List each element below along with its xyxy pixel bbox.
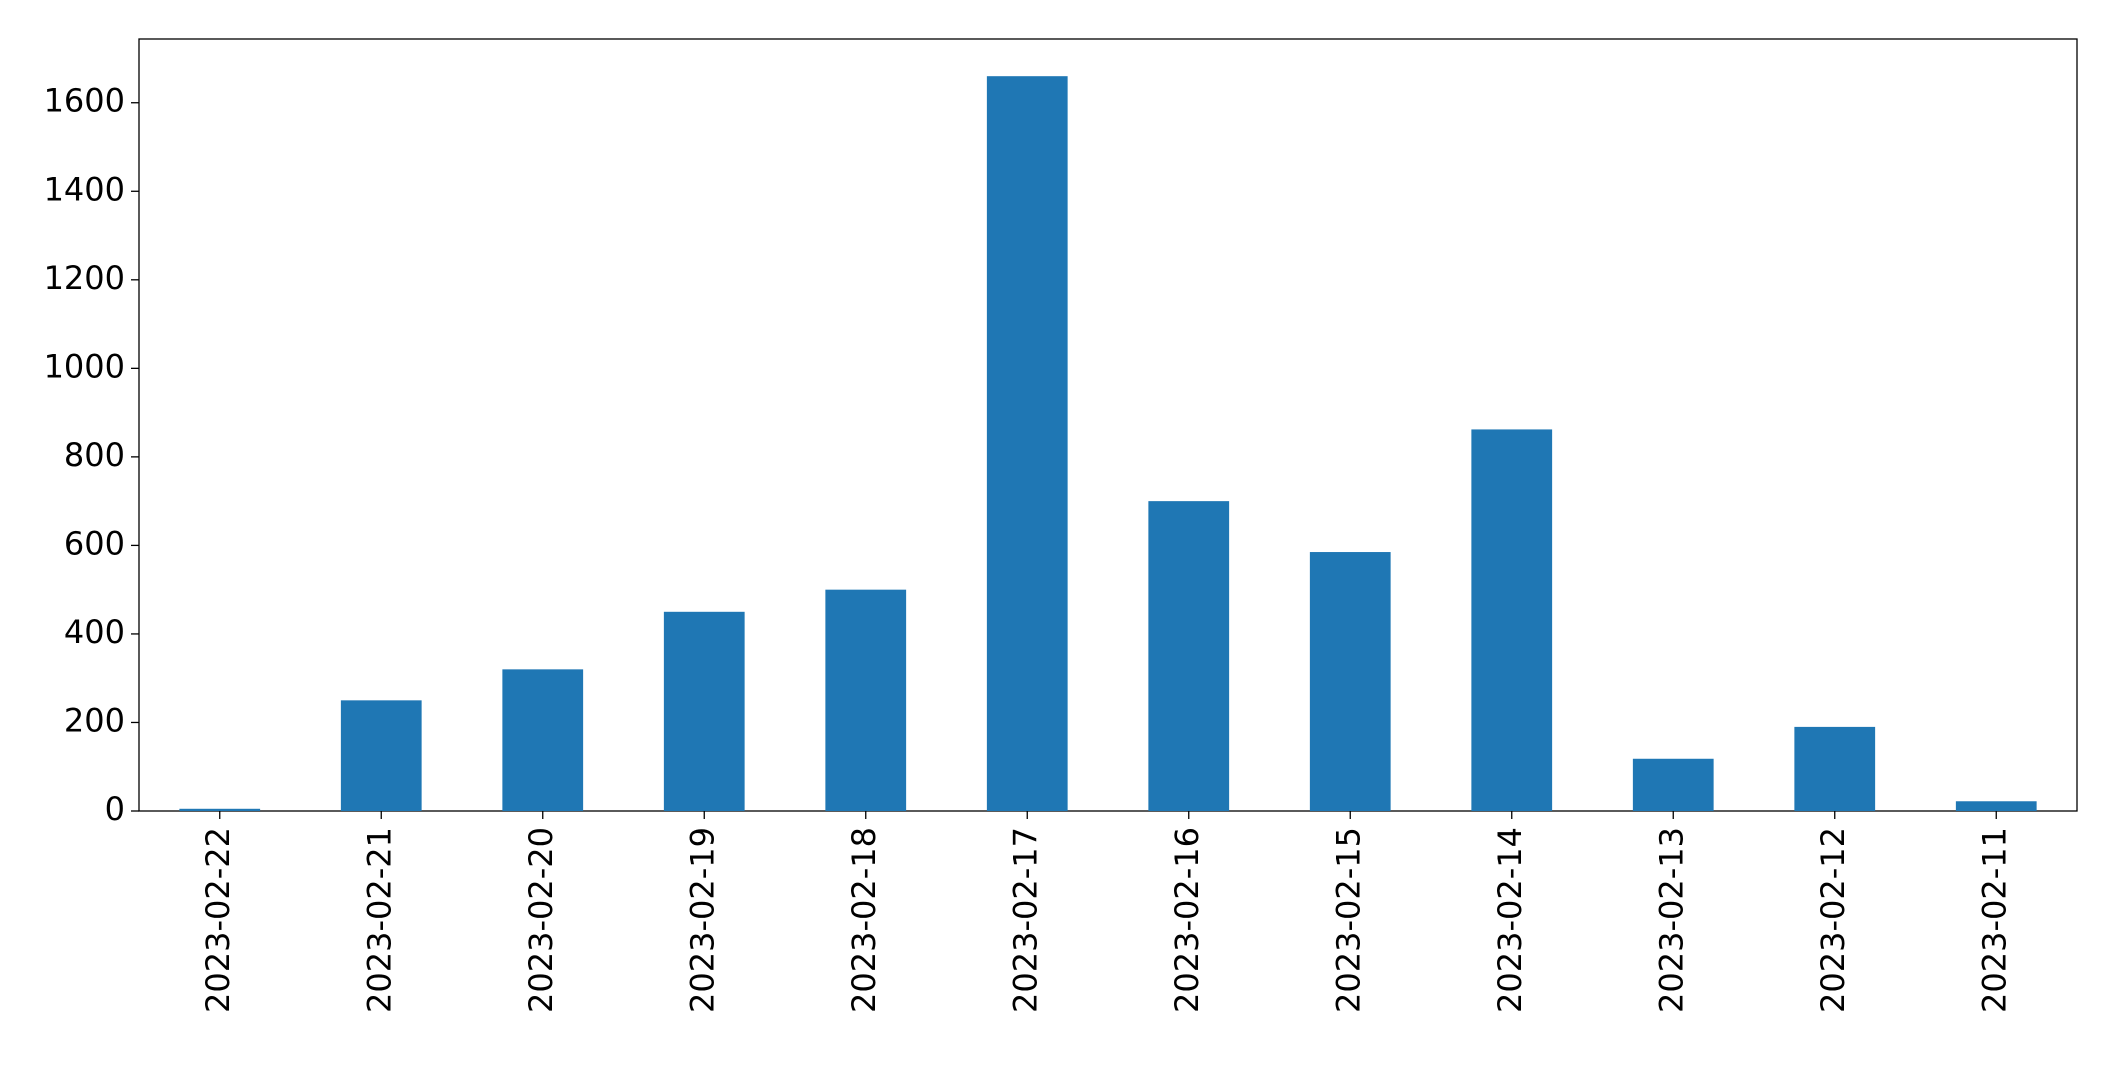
x-tick-label: 2023-02-11 — [1975, 827, 2013, 1013]
y-tick-label: 200 — [64, 701, 125, 739]
bar — [179, 808, 261, 811]
y-tick-label: 1600 — [44, 82, 125, 120]
x-tick-label: 2023-02-22 — [199, 827, 237, 1013]
plot-frame — [138, 38, 2078, 812]
bar — [1955, 801, 2037, 811]
y-tick-label: 400 — [64, 613, 125, 651]
y-tick-label: 600 — [64, 524, 125, 562]
y-tick-label: 1200 — [44, 259, 125, 297]
x-tick-label: 2023-02-15 — [1329, 827, 1367, 1013]
y-tick-label: 1000 — [44, 347, 125, 385]
y-tick-label: 1400 — [44, 170, 125, 208]
x-tick-label: 2023-02-12 — [1814, 827, 1852, 1013]
bar — [340, 700, 422, 811]
x-tick-label: 2023-02-13 — [1652, 827, 1690, 1013]
bar — [1632, 758, 1714, 811]
y-tick-label: 800 — [64, 436, 125, 474]
x-tick-label: 2023-02-14 — [1491, 827, 1529, 1013]
x-tick-label: 2023-02-18 — [845, 827, 883, 1013]
x-tick-label: 2023-02-16 — [1168, 827, 1206, 1013]
bar — [825, 589, 907, 811]
bar — [1148, 501, 1230, 811]
x-tick-label: 2023-02-21 — [360, 827, 398, 1013]
bar — [986, 76, 1068, 812]
x-tick-label: 2023-02-19 — [683, 827, 721, 1013]
x-tick-label: 2023-02-20 — [522, 827, 560, 1013]
bar — [1309, 552, 1391, 811]
y-tick-label: 0 — [105, 790, 125, 828]
x-tick-label: 2023-02-17 — [1006, 827, 1044, 1013]
bar — [502, 669, 584, 811]
bar — [663, 611, 745, 811]
bar — [1471, 429, 1553, 811]
bar — [1794, 726, 1876, 811]
